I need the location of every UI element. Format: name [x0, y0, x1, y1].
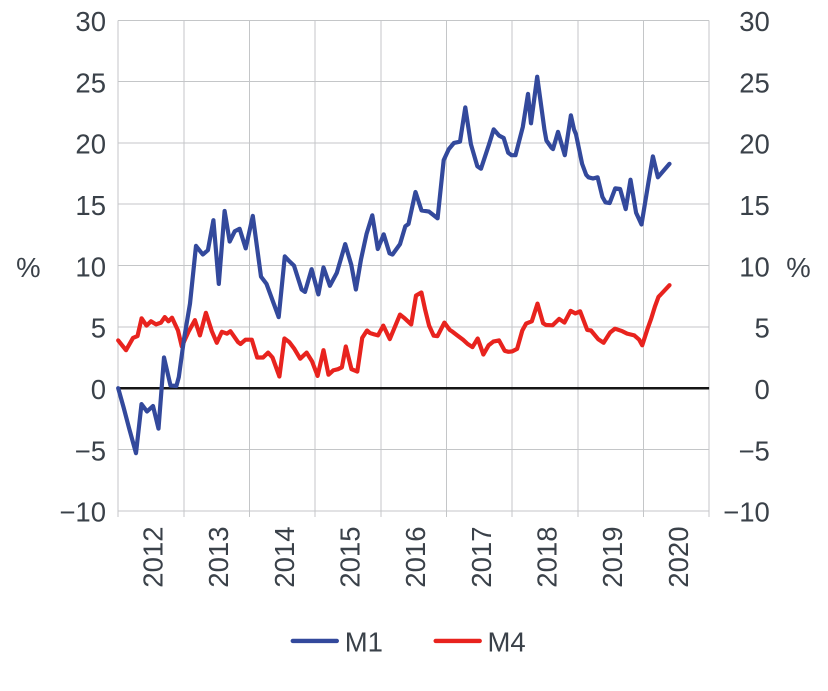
svg-text:2014: 2014 — [269, 527, 300, 588]
svg-text:30: 30 — [75, 6, 106, 37]
svg-text:−5: −5 — [738, 435, 769, 466]
svg-text:25: 25 — [75, 67, 106, 98]
svg-text:15: 15 — [75, 190, 106, 221]
svg-text:5: 5 — [755, 313, 770, 344]
svg-text:30: 30 — [739, 6, 770, 37]
svg-text:M1: M1 — [345, 626, 383, 657]
svg-text:2020: 2020 — [663, 527, 694, 588]
svg-text:2013: 2013 — [203, 527, 234, 588]
svg-text:2018: 2018 — [532, 527, 563, 588]
svg-text:%: % — [786, 252, 810, 283]
svg-text:5: 5 — [91, 313, 106, 344]
svg-text:M4: M4 — [488, 626, 526, 657]
svg-text:20: 20 — [75, 129, 106, 160]
svg-text:2012: 2012 — [138, 527, 169, 588]
svg-text:20: 20 — [739, 129, 770, 160]
svg-text:2017: 2017 — [466, 527, 497, 588]
svg-text:0: 0 — [91, 374, 106, 405]
svg-text:−5: −5 — [75, 435, 106, 466]
svg-text:15: 15 — [739, 190, 770, 221]
svg-text:%: % — [16, 252, 40, 283]
svg-text:10: 10 — [75, 251, 106, 282]
svg-text:−10: −10 — [723, 497, 770, 528]
svg-text:10: 10 — [739, 251, 770, 282]
svg-text:−10: −10 — [59, 497, 106, 528]
svg-text:2015: 2015 — [335, 527, 366, 588]
svg-text:2016: 2016 — [400, 527, 431, 588]
svg-text:2019: 2019 — [597, 527, 628, 588]
svg-text:0: 0 — [755, 374, 770, 405]
svg-text:25: 25 — [739, 67, 770, 98]
